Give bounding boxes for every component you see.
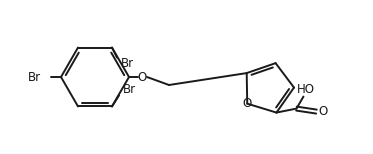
Text: O: O [137,71,147,83]
Text: HO: HO [297,83,314,96]
Text: Br: Br [122,83,135,96]
Text: O: O [242,97,252,110]
Text: Br: Br [120,57,134,70]
Text: O: O [319,105,328,118]
Text: Br: Br [28,71,41,83]
